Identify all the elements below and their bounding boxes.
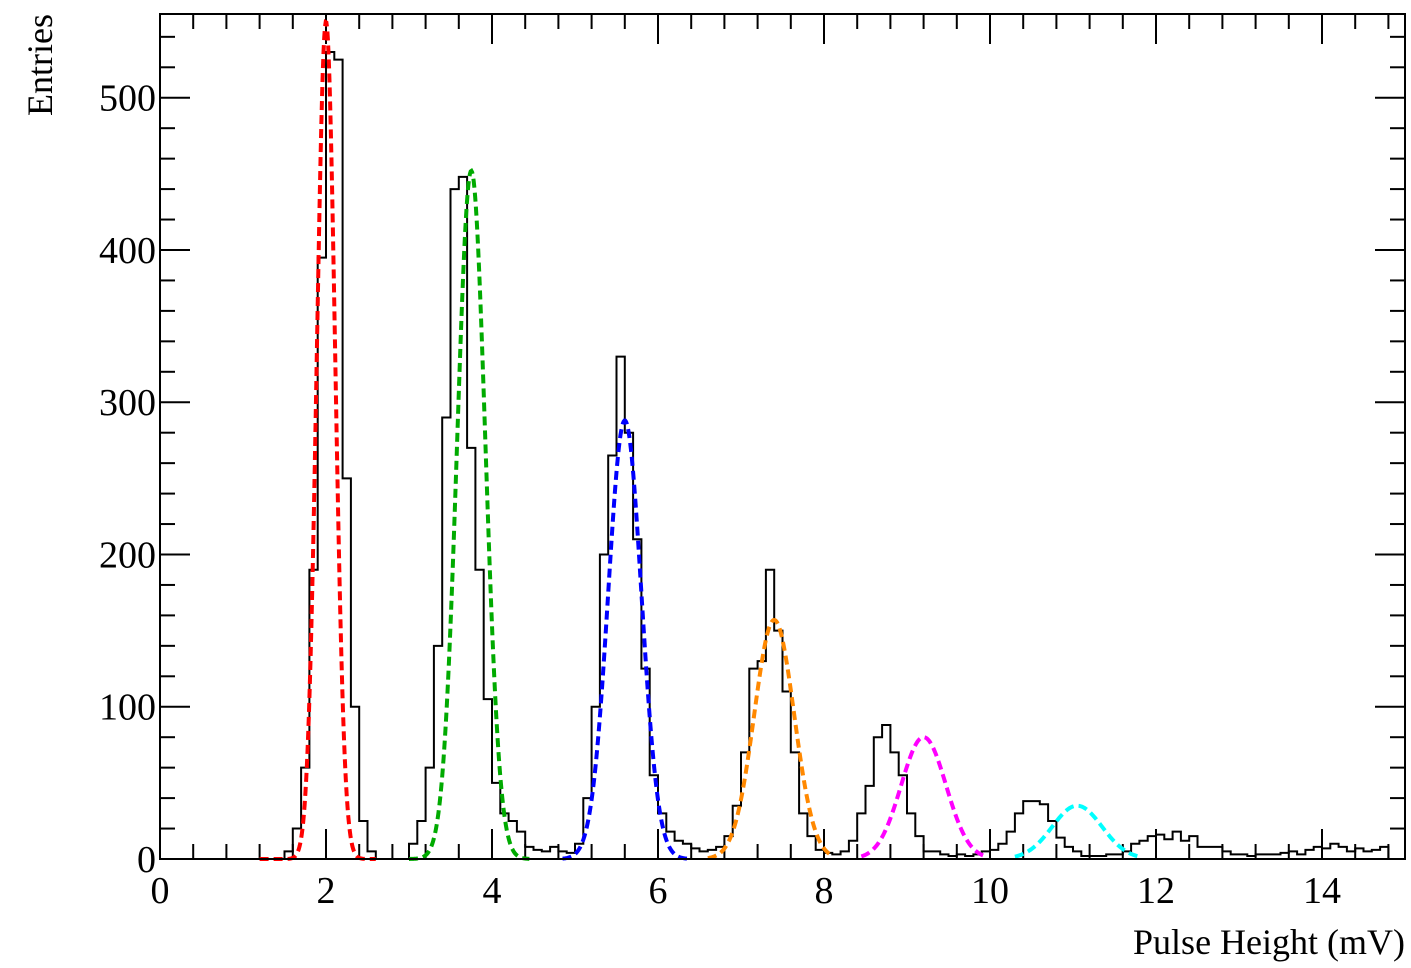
histogram-series bbox=[160, 51, 1405, 860]
x-tick-label: 14 bbox=[1303, 870, 1341, 912]
y-tick-label: 0 bbox=[137, 839, 156, 881]
fit-curve-4 bbox=[707, 617, 834, 861]
x-tick-label: 10 bbox=[971, 870, 1009, 912]
fit-curves-layer bbox=[259, 19, 1140, 861]
histogram-layer bbox=[160, 51, 1405, 860]
x-tick-label: 4 bbox=[483, 870, 502, 912]
fit-curve-2 bbox=[408, 167, 530, 861]
y-tick-labels: 0 100 200 300 400 500 bbox=[99, 78, 156, 881]
x-tick-labels: 0 2 4 6 8 10 12 14 bbox=[151, 870, 1342, 912]
y-tick-label: 200 bbox=[99, 534, 156, 576]
x-tick-label: 6 bbox=[649, 870, 668, 912]
fit-curve-3 bbox=[562, 418, 692, 861]
y-tick-label: 300 bbox=[99, 382, 156, 424]
x-tick-label: 2 bbox=[317, 870, 336, 912]
x-tick-label: 12 bbox=[1137, 870, 1175, 912]
fit-curve-6 bbox=[1014, 803, 1140, 859]
plot-frame bbox=[159, 13, 1406, 860]
y-tick-label: 500 bbox=[99, 78, 156, 120]
x-tick-label: 0 bbox=[151, 870, 170, 912]
y-axis-title: Entries bbox=[20, 14, 60, 116]
tick-marks bbox=[159, 14, 1405, 860]
y-tick-label: 100 bbox=[99, 687, 156, 729]
x-axis-title: Pulse Height (mV) bbox=[1133, 922, 1405, 962]
y-tick-label: 400 bbox=[99, 230, 156, 272]
fit-curve-5 bbox=[860, 735, 987, 859]
x-tick-label: 8 bbox=[815, 870, 834, 912]
